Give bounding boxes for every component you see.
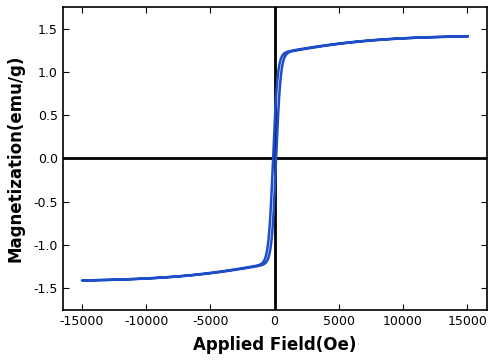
X-axis label: Applied Field(Oe): Applied Field(Oe) [193,336,356,354]
Y-axis label: Magnetization(emu/g): Magnetization(emu/g) [7,55,25,262]
